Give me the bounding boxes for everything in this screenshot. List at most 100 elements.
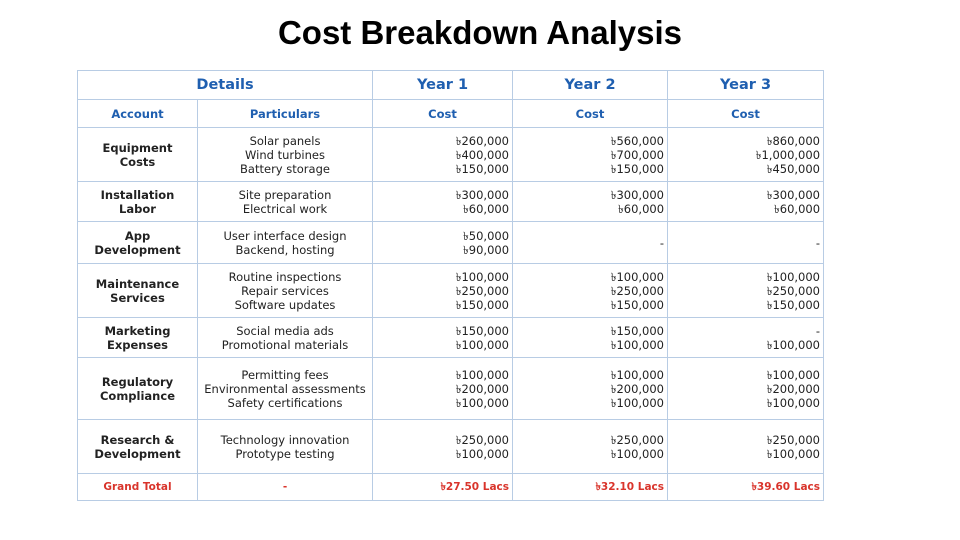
cell-line: ৳250,000 [455,283,510,298]
year1-cost-cell: ৳300,000 ৳60,000 [372,181,514,222]
cell-line: ৳200,000 [766,381,821,396]
account-cell: App Development [77,221,198,264]
account-cell: Installation Labor [77,181,198,222]
cell-line: Technology innovation [220,432,350,447]
year2-header: Year 2 [512,70,669,100]
cell-line: ৳150,000 [766,297,821,312]
particulars-header: Particulars [196,99,374,128]
cell-line: Wind turbines [245,147,325,162]
cell-line: ৳450,000 [766,161,821,176]
grand-total-year1: ৳27.50 Lacs [372,473,514,501]
cell-line: Installation [100,187,175,202]
particulars-cell: User interface design Backend, hosting [196,221,374,264]
account-cell: Marketing Expenses [77,317,198,358]
cell-line: ৳250,000 [610,283,665,298]
cell-line: Marketing [104,323,171,338]
cell-line: App [124,228,151,243]
cell-line: ৳300,000 [455,187,510,202]
cell-line: ৳400,000 [455,147,510,162]
cell-line: Social media ads [236,323,334,338]
cell-line: ৳200,000 [455,381,510,396]
cell-line: Equipment [102,140,173,155]
cell-line: ৳150,000 [610,161,665,176]
cell-line: Repair services [241,283,329,298]
year1-cost-cell: ৳100,000 ৳200,000 ৳100,000 [372,357,514,420]
cell-line: ৳150,000 [455,161,510,176]
cell-line: ৳60,000 [463,201,510,216]
year2-cost-cell: ৳250,000 ৳100,000 [512,419,669,474]
table-row: Equipment Costs Solar panels Wind turbines B… [77,127,825,182]
grand-total-label: Grand Total [77,473,198,501]
year1-cost-cell: ৳50,000 ৳90,000 [372,221,514,264]
cell-line: Backend, hosting [235,242,335,257]
cell-line: ৳100,000 [766,269,821,284]
particulars-cell: Social media ads Promotional materials [196,317,374,358]
year2-cost-cell: ৳560,000 ৳700,000 ৳150,000 [512,127,669,182]
year3-header: Year 3 [667,70,825,100]
year3-cost-cell: ৳100,000 ৳250,000 ৳150,000 [667,263,825,318]
cell-line: ৳150,000 [610,297,665,312]
year1-cost-cell: ৳100,000 ৳250,000 ৳150,000 [372,263,514,318]
table-row: App Development User interface design Backe… [77,221,825,264]
cell-line: Software updates [234,297,336,312]
cell-line: ৳100,000 [766,446,821,461]
particulars-cell: Permitting fees Environmental assessments… [196,357,374,420]
cell-line: Services [110,290,165,305]
account-cell: Maintenance Services [77,263,198,318]
cell-line: Maintenance [95,276,180,291]
cell-line: ৳100,000 [455,395,510,410]
cell-line: ৳100,000 [766,367,821,382]
cell-line: Expenses [107,337,168,352]
cell-line: ৳60,000 [774,201,821,216]
cell-line: ৳50,000 [463,228,510,243]
cell-line: ৳860,000 [766,133,821,148]
cell-line: Routine inspections [228,269,342,284]
year2-cost-header: Cost [512,99,669,128]
cell-line: ৳100,000 [455,446,510,461]
year3-cost-cell: - [667,221,825,264]
cell-line: User interface design [223,228,347,243]
cell-line: ৳90,000 [463,242,510,257]
cell-line: ৳100,000 [455,367,510,382]
table-row: Regulatory Compliance Permitting fees Envir… [77,357,825,420]
particulars-cell: Solar panels Wind turbines Battery storage [196,127,374,182]
cell-line: ৳200,000 [610,381,665,396]
cell-line: ৳100,000 [610,446,665,461]
grand-total-particulars: - [196,473,374,501]
cell-line: ৳150,000 [610,323,665,338]
account-cell: Research & Development [77,419,198,474]
cell-line: ৳60,000 [618,201,665,216]
year1-cost-cell: ৳260,000 ৳400,000 ৳150,000 [372,127,514,182]
cell-line: Regulatory [101,374,174,389]
cell-line: Prototype testing [235,446,335,461]
cell-line: Compliance [99,388,175,403]
cell-line: ৳150,000 [455,297,510,312]
table-row: Maintenance Services Routine inspections Re… [77,263,825,318]
year3-cost-cell: ৳860,000 ৳1,000,000 ৳450,000 [667,127,825,182]
cell-line: ৳250,000 [766,283,821,298]
cell-line: ৳250,000 [766,432,821,447]
details-header: Details [76,70,374,100]
cell-line: ৳100,000 [610,395,665,410]
account-header: Account [77,99,198,128]
cell-line: Promotional materials [221,337,349,352]
year1-cost-cell: ৳250,000 ৳100,000 [372,419,514,474]
year3-cost-cell: - ৳100,000 [667,317,825,358]
cell-line: ৳300,000 [766,187,821,202]
cell-line: ৳300,000 [610,187,665,202]
particulars-cell: Site preparation Electrical work [196,181,374,222]
cell-line: Site preparation [238,187,332,202]
grand-total-year3: ৳39.60 Lacs [667,473,825,501]
grand-total-row: Grand Total - ৳27.50 Lacs ৳32.10 Lacs ৳39.60… [77,473,825,501]
cell-line: ৳100,000 [455,269,510,284]
cell-line: Development [94,446,181,461]
cell-line: ৳700,000 [610,147,665,162]
cell-line: ৳250,000 [610,432,665,447]
cell-line: - [659,235,665,250]
year2-cost-cell: ৳150,000 ৳100,000 [512,317,669,358]
cell-line: Research & [100,432,175,447]
particulars-cell: Technology innovation Prototype testing [196,419,374,474]
table-row: Research & Development Technology innovati… [77,419,825,474]
table-row: Installation Labor Site preparation Electri… [77,181,825,222]
table-row: Marketing Expenses Social media ads Promoti… [77,317,825,358]
